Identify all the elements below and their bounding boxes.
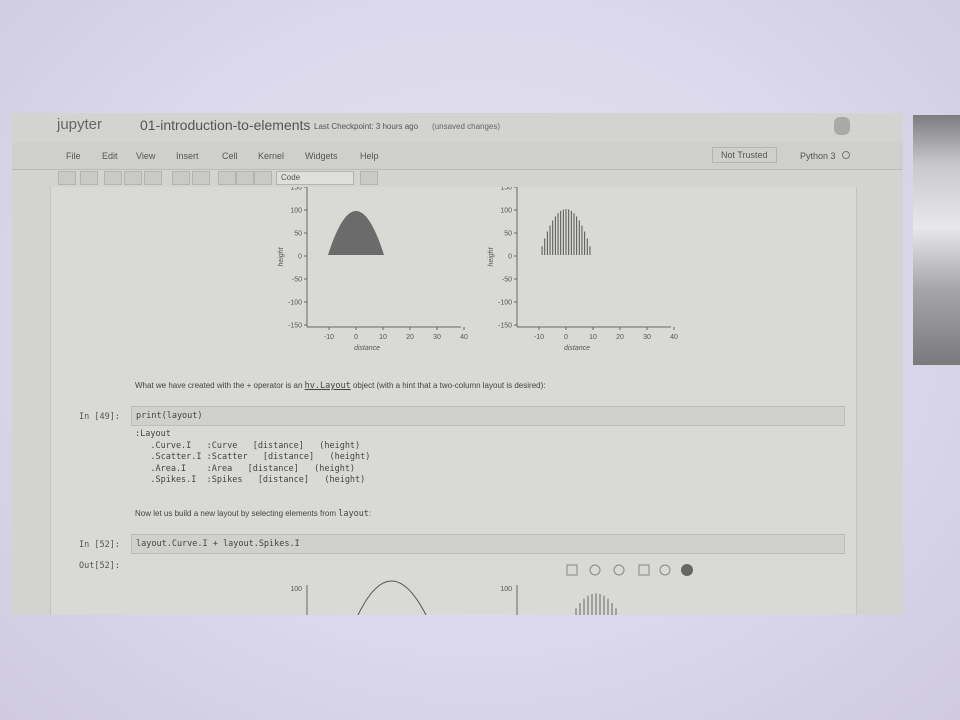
x-axis-label: distance: [564, 345, 590, 352]
down-button[interactable]: [192, 171, 210, 185]
kernel: Python 3: [800, 151, 836, 161]
menu-item[interactable]: Edit: [102, 151, 118, 161]
wheel-zoom-tool[interactable]: [613, 564, 625, 576]
y-tick-label: 50: [294, 231, 302, 238]
cut-button[interactable]: [104, 171, 122, 185]
output-line: .Curve.I :Curve [distance] (height): [135, 440, 361, 451]
x-tick-label: 40: [460, 334, 468, 341]
x-tick-label: 0: [564, 334, 568, 341]
cell-type-select[interactable]: Code: [276, 171, 354, 185]
x-tick-label: 30: [643, 334, 651, 341]
text: :: [368, 509, 372, 518]
kernel-indicator: [842, 151, 850, 159]
menu-item[interactable]: Cell: [222, 151, 238, 161]
y-tick-label: 100: [500, 586, 512, 593]
inline-code: hv.Layout: [304, 381, 351, 391]
notebook-name[interactable]: 01-introduction-to-elements: [140, 117, 311, 133]
side-window: [913, 115, 960, 365]
y-tick-label: 150: [500, 187, 512, 192]
text: Now let us build a new layout by selecti…: [135, 509, 339, 518]
output-line: .Area.I :Area [distance] (height): [135, 463, 356, 474]
save-button[interactable]: [58, 171, 76, 185]
y-tick-label: 0: [298, 254, 302, 261]
menu-item[interactable]: Kernel: [258, 151, 285, 161]
y-tick-label: -150: [288, 323, 302, 330]
y-tick-label: 0: [508, 254, 512, 261]
trusted[interactable]: Not Trusted: [712, 147, 777, 163]
output: :Layout .Curve.I :Curve [distance] (heig…: [135, 429, 370, 487]
menu-item[interactable]: File: [66, 151, 81, 161]
zoom-tool[interactable]: [589, 564, 601, 576]
logo: jupyter: [57, 116, 103, 133]
python-logo: [834, 117, 850, 135]
area-shape: [328, 211, 384, 255]
y-tick-label: 50: [504, 231, 512, 238]
y-tick-label: 100: [500, 208, 512, 215]
code-input[interactable]: print(layout): [131, 406, 845, 426]
x-tick-label: 10: [589, 334, 597, 341]
x-tick-label: 30: [433, 334, 441, 341]
menu-bar: File Edit View Insert Cell Kernel Widgets Help …: [12, 143, 903, 170]
curve-shape: [357, 580, 427, 615]
x-tick-label: -10: [324, 334, 334, 341]
reset-tool[interactable]: [659, 564, 671, 576]
y-tick-label: -50: [292, 277, 302, 284]
out-prompt: Out[52]:: [79, 561, 120, 571]
spikes-bottom: [575, 593, 617, 615]
screen: jupyter 01-introduction-to-elements Last…: [12, 113, 903, 615]
in-prompt: In [52]:: [79, 540, 120, 550]
x-tick-label: 20: [616, 334, 624, 341]
menu-item[interactable]: Help: [360, 151, 379, 161]
x-tick-label: 10: [379, 334, 387, 341]
output-line: .Scatter.I :Scatter [distance] (height): [135, 452, 371, 462]
y-tick-label: -100: [288, 300, 302, 307]
y-axis-label: height: [488, 246, 495, 266]
x-tick-label: -10: [534, 334, 544, 341]
spikes: [541, 209, 591, 255]
output-line: .Spikes.I :Spikes [distance] (height): [135, 475, 366, 485]
markdown-1: What we have created with the + operator…: [135, 381, 545, 391]
plot-tools: [566, 564, 693, 576]
y-tick-label: 100: [290, 586, 302, 593]
add-button[interactable]: [80, 171, 98, 185]
checkpoint: Last Checkpoint: 3 hours ago: [314, 122, 419, 131]
markdown-2: Now let us build a new layout by selecti…: [135, 509, 371, 519]
in-prompt: In [49]:: [79, 412, 120, 422]
y-tick-label: -150: [498, 323, 512, 330]
keyboard-button[interactable]: [360, 171, 378, 185]
y-tick-label: -100: [498, 300, 512, 307]
y-axis-label: height: [278, 246, 285, 266]
y-tick-label: 150: [290, 187, 302, 192]
x-tick-label: 0: [354, 334, 358, 341]
stop-button[interactable]: [236, 171, 254, 185]
menu-item[interactable]: Widgets: [305, 151, 338, 161]
x-tick-label: 40: [670, 334, 678, 341]
header: jupyter 01-introduction-to-elements Last…: [12, 113, 903, 143]
save-tool[interactable]: [638, 564, 650, 576]
output-line: :Layout: [135, 429, 171, 439]
y-tick-label: -50: [502, 277, 512, 284]
menu-item[interactable]: Insert: [176, 151, 199, 161]
restart-button[interactable]: [254, 171, 272, 185]
text: object (with a hint that a two-column la…: [350, 381, 546, 390]
run-button[interactable]: [218, 171, 236, 185]
menu-item[interactable]: View: [136, 151, 156, 161]
pan-tool[interactable]: [566, 564, 578, 576]
inline-code: layout: [338, 509, 369, 519]
y-tick-label: 100: [290, 208, 302, 215]
code-input[interactable]: layout.Curve.I + layout.Spikes.I: [131, 534, 845, 554]
x-axis-label: distance: [354, 345, 380, 352]
x-tick-label: 20: [406, 334, 414, 341]
paste-button[interactable]: [144, 171, 162, 185]
text: What we have created with the + operator…: [135, 381, 305, 390]
toolbar: Code: [12, 169, 903, 187]
notebook: 150 100 50 0 -50 -100 -150 -10 0 10 20 30 40 height di…: [50, 187, 857, 615]
copy-button[interactable]: [124, 171, 142, 185]
save-status: (unsaved changes): [432, 122, 501, 131]
up-button[interactable]: [172, 171, 190, 185]
bokeh-logo: [681, 564, 693, 576]
